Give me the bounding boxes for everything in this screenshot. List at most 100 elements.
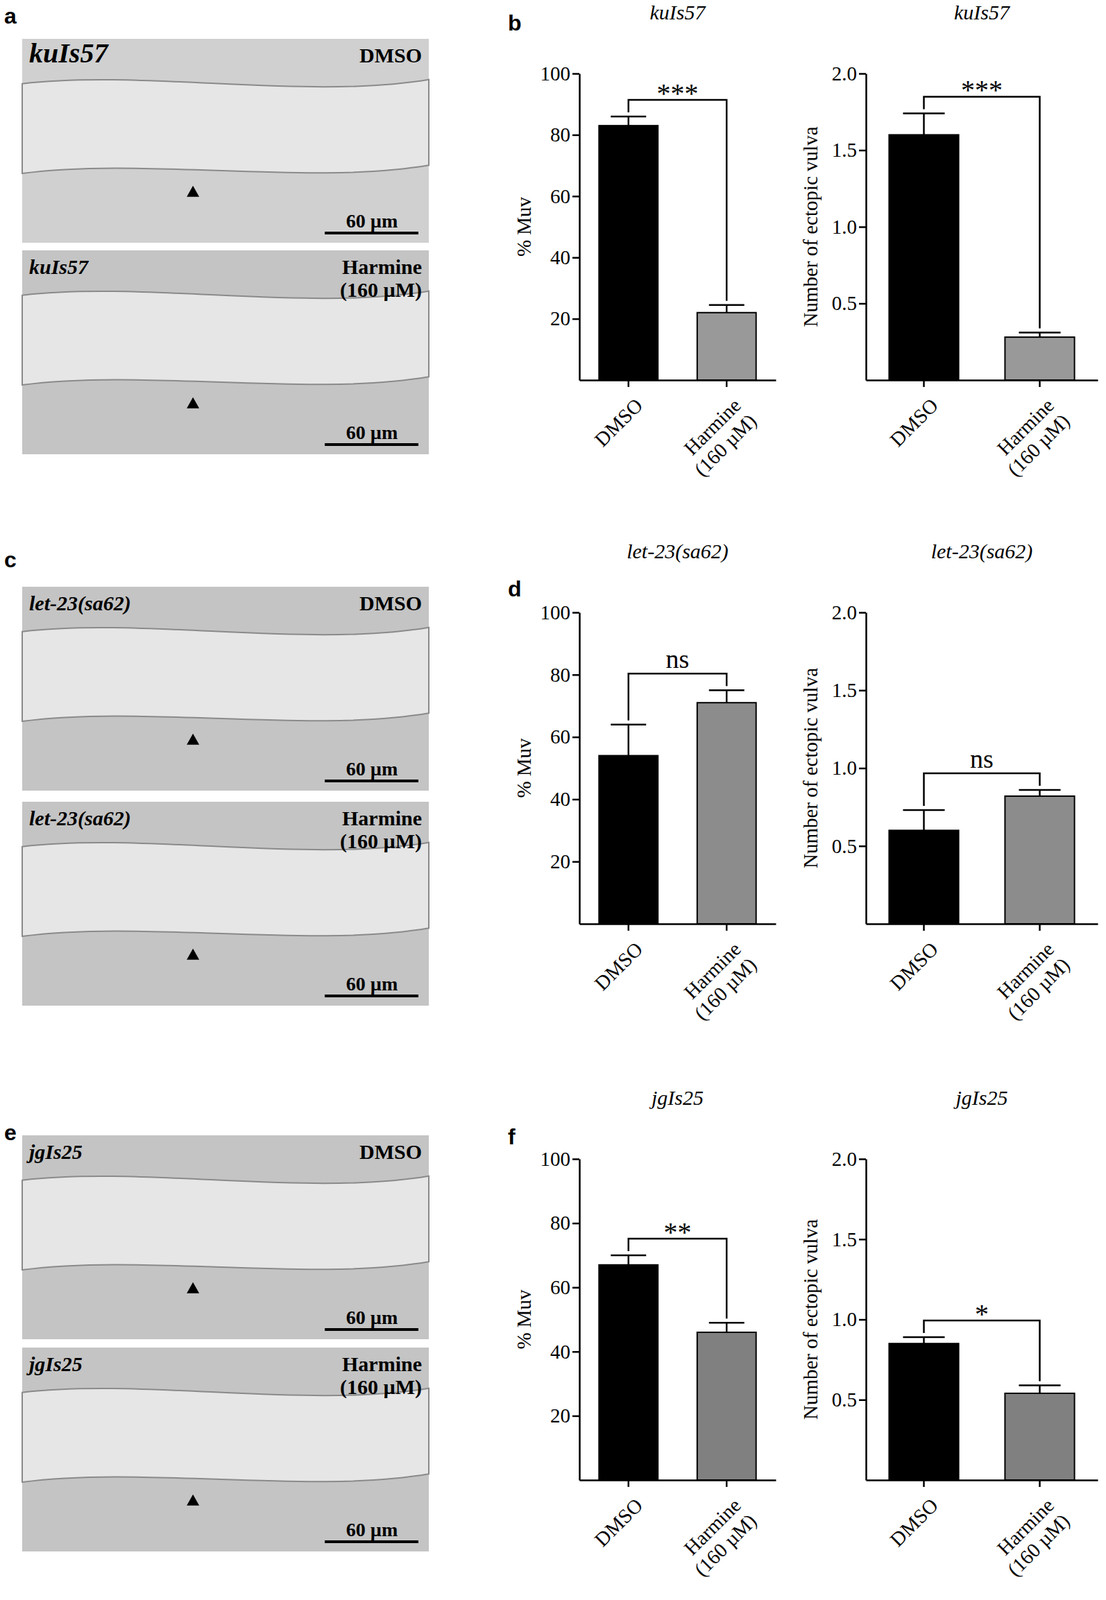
x-tick-mark bbox=[922, 1480, 925, 1488]
y-axis-title: % Muv bbox=[512, 196, 535, 257]
error-bar-cap bbox=[1018, 789, 1061, 792]
y-tick-mark bbox=[572, 736, 580, 739]
y-axis: 0.51.01.52.0 bbox=[831, 601, 867, 925]
y-axis: 0.51.01.52.0 bbox=[831, 1148, 867, 1482]
error-bar-stem bbox=[725, 305, 728, 313]
y-tick: 20 bbox=[550, 850, 580, 873]
error-bar-stem bbox=[627, 116, 631, 126]
error-bar-stem bbox=[1038, 1385, 1041, 1394]
plot-area bbox=[888, 1337, 1075, 1481]
y-tick-mark bbox=[858, 1158, 866, 1161]
y-tick: 0.5 bbox=[831, 292, 866, 315]
x-axis: DMSO Harmine(160 µM) bbox=[580, 924, 777, 1025]
plot-area bbox=[598, 690, 756, 925]
x-axis: DMSOHarmine(160 µM) bbox=[866, 1480, 1099, 1582]
image-treatment: DMSO bbox=[359, 43, 422, 67]
image-treatment: Harmine(160 µM) bbox=[339, 806, 422, 854]
x-tick-label: DMSO bbox=[885, 394, 943, 452]
y-axis-line bbox=[578, 74, 581, 381]
y-tick-mark bbox=[572, 134, 580, 137]
error-bar-stem bbox=[627, 725, 631, 757]
y-tick: 1.5 bbox=[831, 1228, 866, 1252]
y-tick-label: 40 bbox=[550, 246, 571, 269]
y-tick-label: 80 bbox=[550, 1212, 571, 1235]
panel-label: b bbox=[507, 10, 522, 36]
y-tick-label: 80 bbox=[550, 664, 571, 687]
scale-bar-label: 60 µm bbox=[346, 421, 398, 444]
image-strain: jgIs25 bbox=[26, 1140, 83, 1164]
y-tick: 1.0 bbox=[831, 215, 866, 238]
x-tick-mark bbox=[725, 380, 728, 388]
error-bar-stem bbox=[922, 1337, 925, 1344]
plot-area bbox=[598, 116, 756, 381]
y-tick-label: 1.0 bbox=[831, 1308, 857, 1331]
y-tick: 100 bbox=[540, 601, 581, 624]
image-background bbox=[22, 802, 429, 1007]
y-tick-mark bbox=[572, 674, 580, 677]
y-tick: 2.0 bbox=[831, 601, 866, 624]
image-strain: let-23(sa62) bbox=[29, 591, 132, 616]
scale-bar bbox=[324, 779, 419, 783]
y-tick: 80 bbox=[550, 664, 580, 687]
bar bbox=[888, 1343, 959, 1481]
x-tick: DMSO bbox=[885, 1480, 943, 1552]
bar bbox=[598, 1265, 658, 1481]
significance-label: *** bbox=[657, 77, 699, 109]
y-tick-mark bbox=[858, 690, 866, 693]
y-tick-label: 60 bbox=[550, 725, 571, 748]
y-tick-mark bbox=[858, 226, 866, 229]
bar bbox=[888, 134, 959, 381]
error-bar-cap bbox=[902, 1337, 945, 1340]
x-tick-label: Harmine(160 µM) bbox=[674, 938, 762, 1025]
error-bar-stem bbox=[725, 1323, 728, 1333]
y-tick-label: 1.0 bbox=[831, 756, 857, 780]
x-tick-label: Harmine(160 µM) bbox=[987, 394, 1075, 481]
y-tick-label: 1.0 bbox=[831, 215, 857, 238]
worm-body bbox=[22, 843, 429, 937]
y-tick: 2.0 bbox=[831, 62, 866, 85]
image-treatment: DMSO bbox=[359, 591, 422, 615]
y-tick-mark bbox=[572, 1223, 580, 1226]
y-tick-label: 100 bbox=[540, 601, 572, 624]
y-tick-mark bbox=[858, 768, 866, 771]
bar bbox=[1004, 1393, 1075, 1481]
scale-bar-label: 60 µm bbox=[346, 758, 398, 780]
x-tick-label: DMSO bbox=[589, 394, 647, 452]
image-background bbox=[22, 38, 429, 243]
x-axis: DMSOHarmine(160 µM) bbox=[580, 1480, 777, 1582]
y-axis: 20406080100 bbox=[540, 1148, 581, 1482]
image-strain: jgIs25 bbox=[26, 1353, 83, 1376]
x-axis-line bbox=[580, 379, 777, 382]
x-axis: DMSOHarmine(160 µM) bbox=[580, 380, 777, 481]
plot-area bbox=[598, 1255, 756, 1481]
error-bar bbox=[709, 1323, 745, 1333]
bar-chart: 20406080100DMSOHarmine(160 µM)% Muvlet-2… bbox=[512, 539, 777, 1025]
y-tick-label: 100 bbox=[540, 62, 572, 85]
y-axis: 20406080100 bbox=[540, 62, 581, 381]
y-tick-label: 20 bbox=[550, 307, 571, 330]
y-tick: 0.5 bbox=[831, 835, 866, 858]
scale-bar bbox=[324, 1328, 419, 1332]
x-axis-line bbox=[866, 923, 1099, 926]
error-bar-cap bbox=[709, 303, 745, 306]
x-tick: DMSO bbox=[589, 924, 647, 995]
error-bar bbox=[610, 725, 646, 757]
y-tick-mark bbox=[858, 149, 866, 152]
y-tick-mark bbox=[572, 1416, 580, 1419]
y-tick-mark bbox=[572, 861, 580, 864]
y-tick-mark bbox=[858, 1400, 866, 1403]
x-axis: DMSOHarmine(160 µM) bbox=[866, 924, 1099, 1025]
x-tick-label: DMSO bbox=[885, 1494, 943, 1552]
micrograph: let-23(sa62)Harmine(160 µM)60 µm bbox=[22, 802, 429, 1007]
image-background bbox=[22, 586, 429, 791]
x-tick-label: Harmine(160 µM) bbox=[987, 938, 1075, 1025]
image-strain: kuIs57 bbox=[29, 37, 109, 69]
chart-title: kuIs57 bbox=[954, 0, 1011, 24]
x-tick: Harmine(160 µM) bbox=[987, 380, 1075, 481]
y-tick: 2.0 bbox=[831, 1148, 866, 1171]
panel-label: e bbox=[4, 1120, 17, 1146]
error-bar bbox=[610, 116, 646, 126]
panel-label: d bbox=[507, 576, 522, 602]
y-tick: 1.0 bbox=[831, 1308, 866, 1331]
y-tick-mark bbox=[572, 72, 580, 75]
